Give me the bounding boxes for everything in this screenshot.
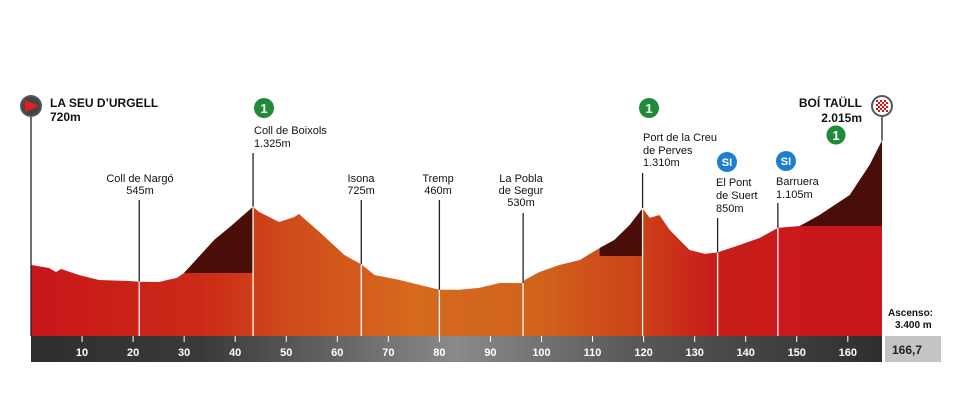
waypoint-name: de Perves bbox=[643, 145, 693, 157]
waypoint-altitude: 850m bbox=[716, 203, 744, 215]
waypoint-port-de-la-creu-de-perves: 1 Port de la Creu de Perves 1.310m bbox=[639, 98, 717, 169]
finish-checkered-icon bbox=[871, 95, 893, 117]
axis-ticks: 10 20 30 40 50 60 70 80 90 100 110 120 130 140 150 160 bbox=[76, 336, 857, 359]
axis-tick-label: 160 bbox=[839, 347, 857, 359]
waypoint-coll-de-boixols: 1 Coll de Boixols 1.325m bbox=[254, 98, 327, 150]
checker-square bbox=[884, 104, 886, 106]
sprint-label: SI bbox=[781, 156, 791, 168]
checker-square bbox=[884, 108, 886, 110]
checker-square bbox=[886, 106, 888, 108]
waypoint-altitude: 1.310m bbox=[643, 157, 680, 169]
checker-square bbox=[878, 110, 880, 112]
checker-square bbox=[876, 108, 878, 110]
axis-tick-label: 50 bbox=[280, 347, 292, 359]
start-flag-icon bbox=[20, 95, 42, 117]
checker-square bbox=[880, 104, 882, 106]
category-number: 1 bbox=[832, 128, 839, 143]
ascent-value: 3.400 m bbox=[895, 320, 932, 331]
intermediate-sprint-icon: SI bbox=[717, 152, 737, 172]
ascent-label: Ascenso: bbox=[888, 308, 933, 319]
axis-tick-label: 150 bbox=[788, 347, 806, 359]
finish-name: BOÍ TAÜLL bbox=[799, 95, 862, 110]
start-altitude: 720m bbox=[50, 110, 81, 124]
waypoint-isona: Isona 725m bbox=[347, 173, 375, 197]
axis-tick-label: 40 bbox=[229, 347, 241, 359]
axis-tick-label: 60 bbox=[331, 347, 343, 359]
waypoint-name: Coll de Nargó bbox=[106, 173, 173, 185]
waypoint-altitude: 1.325m bbox=[254, 138, 291, 150]
waypoint-la-pobla-de-segur: La Pobla de Segur 530m bbox=[499, 173, 544, 209]
finish-altitude: 2.015m bbox=[821, 111, 862, 125]
total-distance: 166,7 bbox=[892, 343, 922, 357]
category-1-climb-icon: 1 bbox=[825, 124, 847, 146]
elevation-profile bbox=[31, 140, 882, 336]
distance-axis bbox=[31, 336, 882, 362]
waypoint-barruera: SI Barruera 1.105m bbox=[776, 151, 820, 201]
axis-tick-label: 70 bbox=[382, 347, 394, 359]
waypoint-altitude: 460m bbox=[424, 185, 452, 197]
axis-tick-label: 120 bbox=[634, 347, 652, 359]
checker-square bbox=[876, 104, 878, 106]
checker-square bbox=[886, 102, 888, 104]
waypoint-markers bbox=[30, 117, 883, 336]
checker-square bbox=[878, 102, 880, 104]
waypoint-altitude: 725m bbox=[347, 185, 375, 197]
waypoint-name: La Pobla bbox=[499, 173, 543, 185]
checker-square bbox=[884, 100, 886, 102]
axis-tick-label: 110 bbox=[584, 347, 602, 359]
waypoint-coll-de-nargo: Coll de Nargó 545m bbox=[106, 173, 173, 197]
waypoint-altitude: 545m bbox=[126, 185, 154, 197]
axis-tick-label: 20 bbox=[127, 347, 139, 359]
axis-tick-label: 100 bbox=[532, 347, 550, 359]
waypoint-name: El Pont bbox=[716, 177, 751, 189]
axis-tick-label: 10 bbox=[76, 347, 88, 359]
waypoint-el-pont-de-suert: SI El Pont de Suert 850m bbox=[716, 152, 758, 215]
checker-square bbox=[886, 110, 888, 112]
category-number: 1 bbox=[260, 101, 267, 116]
axis-tick-label: 130 bbox=[685, 347, 703, 359]
checker-square bbox=[876, 100, 878, 102]
category-1-climb-icon: 1 bbox=[254, 98, 274, 118]
waypoint-tremp: Tremp 460m bbox=[422, 173, 453, 197]
checker-square bbox=[882, 102, 884, 104]
checker-square bbox=[882, 106, 884, 108]
waypoint-altitude: 1.105m bbox=[776, 189, 813, 201]
checker-square bbox=[880, 108, 882, 110]
category-number: 1 bbox=[645, 101, 652, 116]
waypoint-name: Barruera bbox=[776, 176, 820, 188]
checker-square bbox=[878, 106, 880, 108]
total-distance-box bbox=[885, 336, 941, 362]
start-name: LA SEU D’URGELL bbox=[50, 96, 158, 110]
intermediate-sprint-icon: SI bbox=[776, 151, 796, 171]
category-1-climb-icon: 1 bbox=[639, 98, 659, 118]
checker-square bbox=[880, 100, 882, 102]
waypoint-name: Coll de Boixols bbox=[254, 125, 327, 137]
waypoint-name: Isona bbox=[348, 173, 376, 185]
axis-tick-label: 90 bbox=[484, 347, 496, 359]
waypoint-name: Tremp bbox=[422, 173, 453, 185]
climb-segment bbox=[599, 140, 643, 256]
waypoint-name: Port de la Creu bbox=[643, 132, 717, 144]
axis-tick-label: 80 bbox=[433, 347, 445, 359]
climb-segment bbox=[184, 140, 254, 273]
waypoint-name: de Suert bbox=[716, 190, 758, 202]
axis-tick-label: 140 bbox=[737, 347, 755, 359]
checker-square bbox=[882, 110, 884, 112]
waypoint-name: de Segur bbox=[499, 185, 544, 197]
axis-tick-label: 30 bbox=[178, 347, 190, 359]
sprint-label: SI bbox=[722, 157, 732, 169]
waypoint-altitude: 530m bbox=[507, 197, 535, 209]
